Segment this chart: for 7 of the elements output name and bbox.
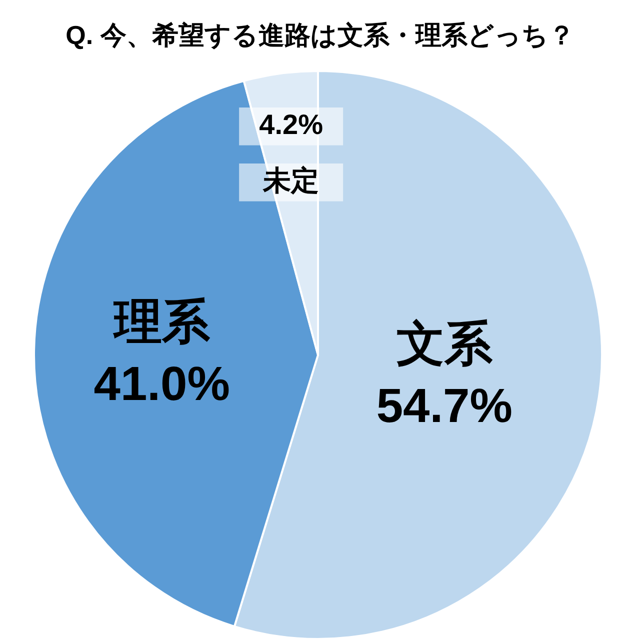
slice-label: 理系 <box>112 296 211 350</box>
data-label: 54.7% <box>376 380 512 433</box>
slice-label: 文系 <box>396 318 494 371</box>
slice-label: 未定 <box>262 165 320 196</box>
data-label: 4.2% <box>259 109 324 140</box>
data-label: 41.0% <box>94 358 230 412</box>
chart-title: Q. 今、希望する進路は文系・理系どっち？ <box>66 20 574 50</box>
